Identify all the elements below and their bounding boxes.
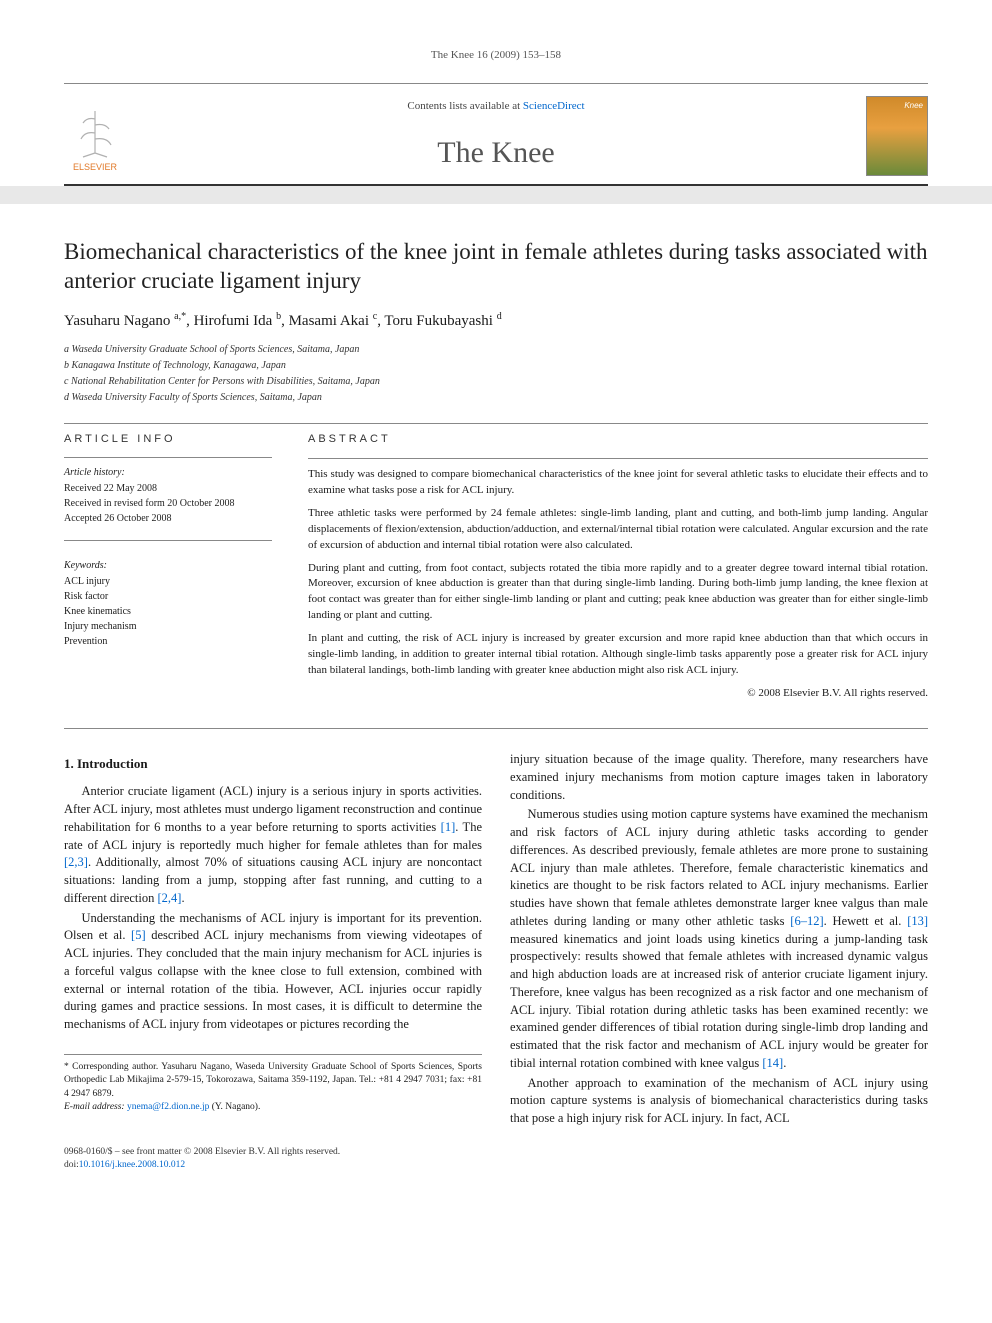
divider: [64, 728, 928, 729]
citation-link[interactable]: [13]: [907, 914, 928, 928]
running-header: The Knee 16 (2009) 153–158: [64, 48, 928, 63]
affiliation-item: b Kanagawa Institute of Technology, Kana…: [64, 358, 928, 373]
body-text: 1. Introduction Anterior cruciate ligame…: [64, 751, 928, 1128]
section-heading-introduction: 1. Introduction: [64, 755, 482, 773]
page-footer: 0968-0160/$ – see front matter © 2008 El…: [64, 1146, 928, 1173]
grey-separator-bar: [0, 186, 992, 204]
article-title: Biomechanical characteristics of the kne…: [64, 238, 928, 296]
keyword: Injury mechanism: [64, 620, 272, 634]
corresponding-author-footnote: * Corresponding author. Yasuharu Nagano,…: [64, 1054, 482, 1114]
footer-copyright: 0968-0160/$ – see front matter © 2008 El…: [64, 1146, 928, 1159]
body-paragraph: Numerous studies using motion capture sy…: [510, 806, 928, 1072]
abstract-paragraph: This study was designed to compare biome…: [308, 467, 928, 499]
publisher-logo-text: ELSEVIER: [73, 161, 117, 174]
history-received: Received 22 May 2008: [64, 482, 272, 496]
doi-prefix: doi:: [64, 1160, 79, 1170]
keyword: Risk factor: [64, 590, 272, 604]
citation-link[interactable]: [6–12]: [790, 914, 823, 928]
corr-email-link[interactable]: ynema@f2.dion.ne.jp: [127, 1102, 209, 1112]
abstract-column: abstract This study was designed to comp…: [308, 432, 928, 702]
divider: [64, 457, 272, 458]
journal-cover-thumbnail: Knee: [866, 96, 928, 176]
email-label: E-mail address:: [64, 1102, 127, 1112]
affiliation-item: d Waseda University Faculty of Sports Sc…: [64, 390, 928, 405]
masthead: ELSEVIER Contents lists available at Sci…: [64, 83, 928, 186]
journal-title: The Knee: [144, 132, 848, 174]
body-paragraph: Anterior cruciate ligament (ACL) injury …: [64, 783, 482, 907]
citation-link[interactable]: [5]: [131, 928, 146, 942]
body-paragraph: Understanding the mechanisms of ACL inju…: [64, 910, 482, 1034]
article-info-column: article info Article history: Received 2…: [64, 432, 272, 702]
sciencedirect-link[interactable]: ScienceDirect: [523, 100, 585, 112]
citation-link[interactable]: [2,4]: [157, 891, 181, 905]
divider: [64, 540, 272, 541]
citation-link[interactable]: [14]: [762, 1056, 783, 1070]
history-label: Article history:: [64, 466, 272, 480]
keyword: Knee kinematics: [64, 605, 272, 619]
doi-link[interactable]: 10.1016/j.knee.2008.10.012: [79, 1160, 185, 1170]
email-suffix: (Y. Nagano).: [209, 1102, 260, 1112]
abstract-paragraph: In plant and cutting, the risk of ACL in…: [308, 631, 928, 679]
body-paragraph: injury situation because of the image qu…: [510, 751, 928, 804]
elsevier-tree-icon: [73, 107, 117, 159]
article-info-heading: article info: [64, 432, 272, 447]
divider: [64, 423, 928, 424]
publisher-logo: ELSEVIER: [64, 99, 126, 173]
citation-link[interactable]: [1]: [441, 820, 456, 834]
keyword: ACL injury: [64, 575, 272, 589]
contents-list-line: Contents lists available at ScienceDirec…: [144, 99, 848, 114]
divider: [308, 458, 928, 459]
author-list: Yasuharu Nagano a,*, Hirofumi Ida b, Mas…: [64, 310, 928, 332]
abstract-copyright: © 2008 Elsevier B.V. All rights reserved…: [308, 686, 928, 702]
history-accepted: Accepted 26 October 2008: [64, 512, 272, 526]
affiliation-item: a Waseda University Graduate School of S…: [64, 342, 928, 357]
keywords-label: Keywords:: [64, 559, 272, 573]
body-paragraph: Another approach to examination of the m…: [510, 1075, 928, 1128]
history-revised: Received in revised form 20 October 2008: [64, 497, 272, 511]
cover-badge-text: Knee: [904, 100, 923, 111]
corr-label: * Corresponding author.: [64, 1062, 161, 1072]
abstract-paragraph: Three athletic tasks were performed by 2…: [308, 506, 928, 554]
affiliations: a Waseda University Graduate School of S…: [64, 342, 928, 405]
keyword: Prevention: [64, 635, 272, 649]
abstract-paragraph: During plant and cutting, from foot cont…: [308, 561, 928, 625]
citation-link[interactable]: [2,3]: [64, 855, 88, 869]
abstract-heading: abstract: [308, 432, 928, 448]
contents-prefix: Contents lists available at: [407, 100, 522, 112]
affiliation-item: c National Rehabilitation Center for Per…: [64, 374, 928, 389]
